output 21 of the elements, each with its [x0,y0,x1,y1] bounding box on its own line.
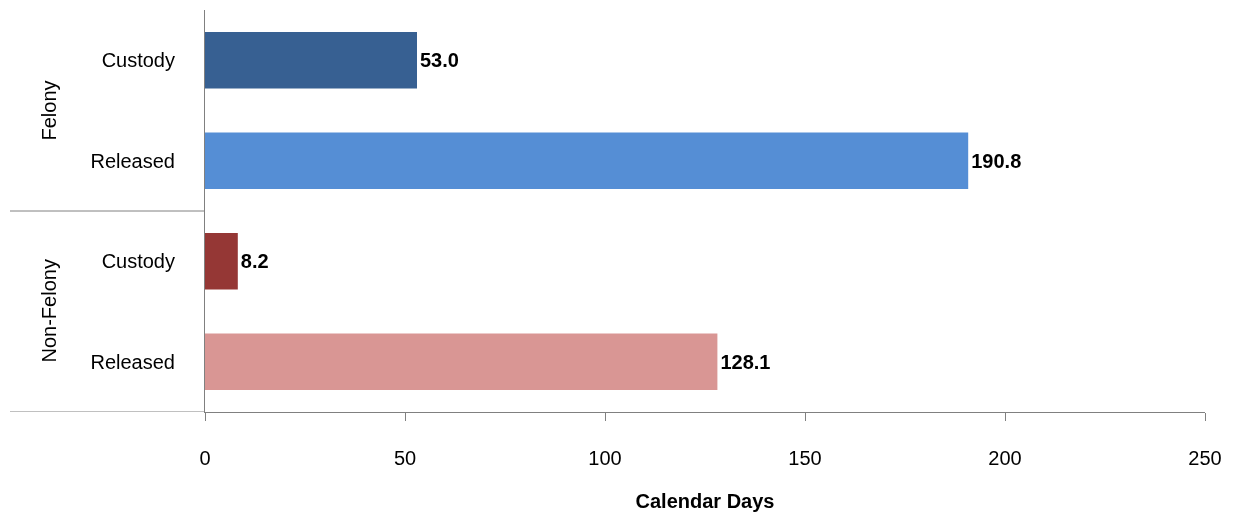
data-label: 128.1 [720,350,771,373]
bar [205,233,238,290]
y-tick-label: Released [90,350,175,373]
bar [205,132,969,189]
bar [205,333,718,390]
y-tick-label: Released [90,149,175,172]
x-tick-label: 100 [588,447,622,469]
x-tick-label: 0 [199,447,211,469]
x-tick-label: 250 [1188,447,1222,469]
data-label: 53.0 [420,49,459,72]
x-tick-label: 150 [788,447,822,469]
x-tick-label: 200 [988,447,1022,469]
x-axis-title: Calendar Days [635,489,775,512]
text: Non-Felony [37,259,60,363]
y-tick-label: Custody [101,49,175,72]
text: Felony [37,80,60,141]
y-tick-label: Custody [101,250,175,273]
data-label: 8.2 [240,250,269,273]
x-tick-label: 50 [393,447,417,469]
data-label: 190.8 [971,149,1022,172]
bar [205,32,417,89]
